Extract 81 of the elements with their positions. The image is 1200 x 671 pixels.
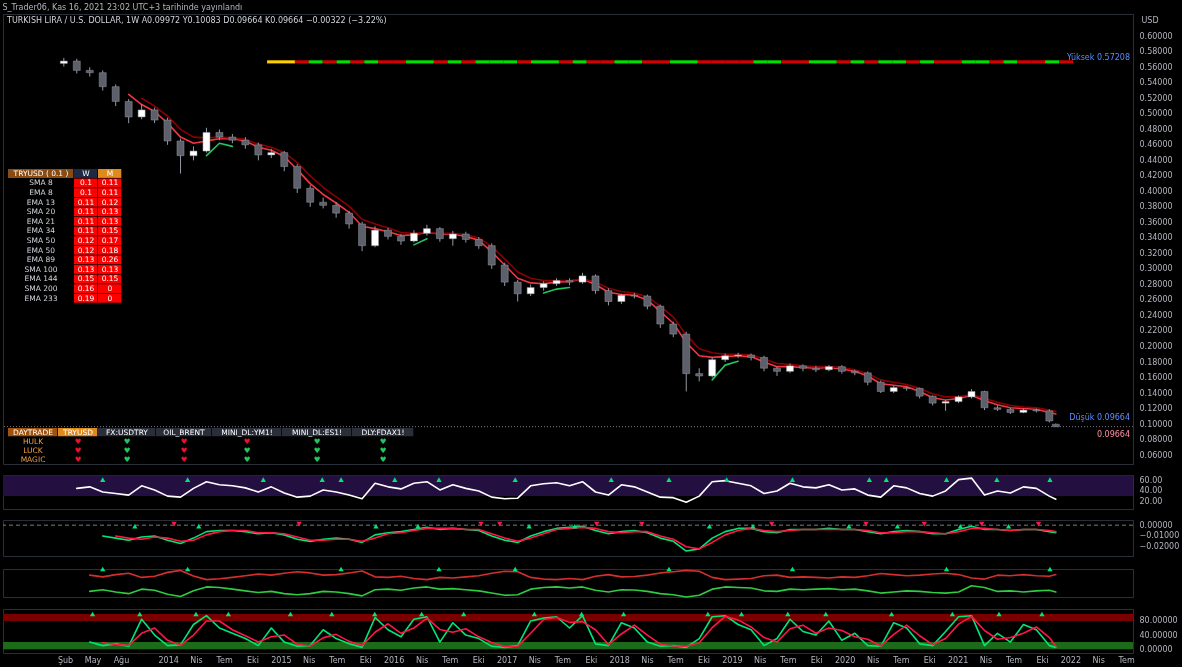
x-tick-label: Eki xyxy=(247,655,259,665)
x-tick-label: Tem xyxy=(1004,655,1023,665)
x-tick-label: May xyxy=(84,655,102,665)
x-tick-label: Eki xyxy=(585,655,598,665)
y-axis-title: USD xyxy=(1141,15,1159,25)
x-tick-label: 2020 xyxy=(834,655,856,665)
x-tick-label: Tem xyxy=(441,655,459,665)
x-tick-label: Nis xyxy=(641,655,654,665)
y-tick-label: 0.38000 xyxy=(1139,202,1173,212)
y-tick-label: 0.12000 xyxy=(1139,404,1173,414)
y-tick-label: 0.24000 xyxy=(1139,310,1173,320)
x-tick-label: Tem xyxy=(892,655,910,665)
annotation: Düşük 0.09664 xyxy=(1069,413,1130,422)
chart-title: S_Trader06, Kas 16, 2021 23:02 UTC+3 tarihinde yayınlandı xyxy=(2,3,243,12)
y-tick-label: 20.00 xyxy=(1139,496,1163,506)
y-tick-label: 0.08000 xyxy=(1139,435,1173,445)
y-tick-label: 0.10000 xyxy=(1139,419,1173,429)
y-tick-label: 0.50000 xyxy=(1139,109,1173,119)
y-tick-label: 0.28000 xyxy=(1139,279,1173,289)
x-tick-label: Şub xyxy=(57,655,74,665)
y-tick-label: 0.36000 xyxy=(1139,217,1173,227)
y-tick-label: 0.00000 xyxy=(1139,644,1173,654)
y-tick-label: 0.20000 xyxy=(1139,342,1173,351)
annotation: Yüksek 0.57208 xyxy=(1065,53,1130,62)
y-tick-label: 0.30000 xyxy=(1139,264,1173,274)
y-tick-label: 0.14000 xyxy=(1139,388,1173,398)
y-tick-label: 0.34000 xyxy=(1139,233,1173,243)
y-tick-label: 0.42000 xyxy=(1139,171,1173,181)
x-tick-label: Nis xyxy=(1092,655,1105,665)
x-tick-label: Nis xyxy=(190,655,203,665)
x-tick-label: 2022 xyxy=(1060,655,1081,665)
y-tick-label: 0.26000 xyxy=(1139,295,1173,305)
y-tick-label: −0.01000 xyxy=(1139,531,1180,541)
annotation: 0.09664 xyxy=(1096,430,1130,439)
x-tick-label: Tem xyxy=(1117,655,1136,665)
chart-subtitle: TURKISH LIRA / U.S. DOLLAR, 1W A0.09972 Y0.10083 D0.09664 K0.09664 −0.00322 (−3.22%) xyxy=(6,16,387,25)
x-tick-label: Eki xyxy=(1036,655,1049,665)
x-tick-label: 2018 xyxy=(609,655,630,665)
y-tick-label: 0.46000 xyxy=(1139,140,1173,150)
x-tick-label: Eki xyxy=(810,655,823,665)
x-tick-label: Nis xyxy=(979,655,993,665)
x-tick-label: Eki xyxy=(698,655,710,665)
x-tick-label: 2016 xyxy=(383,655,405,665)
x-tick-label: Eki xyxy=(359,655,372,665)
y-tick-label: 0.54000 xyxy=(1139,78,1173,88)
x-tick-label: 2014 xyxy=(158,655,179,665)
x-tick-label: Nis xyxy=(754,655,767,665)
y-tick-label: 0.58000 xyxy=(1139,47,1173,57)
x-tick-label: Ağu xyxy=(113,655,130,665)
y-tick-label: 40.00000 xyxy=(1139,630,1178,640)
x-tick-label: Tem xyxy=(215,655,233,665)
x-tick-label: Tem xyxy=(779,655,797,665)
x-tick-label: Nis xyxy=(528,655,542,665)
y-tick-label: 0.22000 xyxy=(1139,326,1173,336)
x-tick-label: 2019 xyxy=(722,655,743,665)
y-tick-label: 0.40000 xyxy=(1139,186,1173,196)
y-tick-label: 0.06000 xyxy=(1139,450,1173,460)
y-tick-label: −0.02000 xyxy=(1139,542,1180,552)
x-tick-label: 2021 xyxy=(947,655,969,665)
x-tick-label: Nis xyxy=(415,655,429,665)
x-tick-label: Tem xyxy=(553,655,572,665)
y-tick-label: 0.18000 xyxy=(1139,357,1173,367)
y-tick-label: 0.00000 xyxy=(1139,520,1173,530)
x-tick-label: Nis xyxy=(867,655,880,665)
y-tick-label: 40.00 xyxy=(1139,486,1163,496)
y-tick-label: 60.00 xyxy=(1139,476,1163,486)
y-tick-label: 0.52000 xyxy=(1139,93,1173,103)
y-tick-label: 80.00000 xyxy=(1139,616,1178,626)
y-tick-label: 0.60000 xyxy=(1139,31,1173,41)
y-tick-label: 0.44000 xyxy=(1139,155,1173,165)
x-tick-label: Eki xyxy=(923,655,936,665)
x-tick-label: Eki xyxy=(472,655,485,665)
y-tick-label: 0.56000 xyxy=(1139,62,1173,72)
y-tick-label: 0.48000 xyxy=(1139,124,1173,134)
x-tick-label: Tem xyxy=(666,655,684,665)
y-tick-label: 0.32000 xyxy=(1139,248,1173,258)
x-tick-label: Tem xyxy=(328,655,346,665)
y-tick-label: 0.16000 xyxy=(1139,373,1173,383)
x-tick-label: 2017 xyxy=(496,655,518,665)
x-tick-label: Nis xyxy=(302,655,316,665)
x-tick-label: 2015 xyxy=(271,655,292,665)
